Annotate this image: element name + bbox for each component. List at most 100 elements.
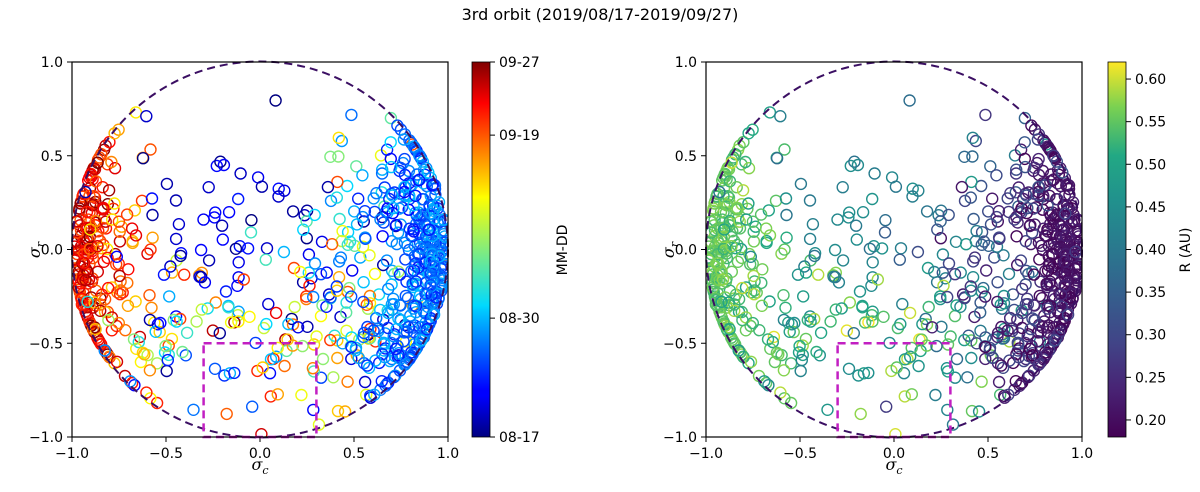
scatter-point: [409, 275, 423, 288]
scatter-point: [747, 225, 760, 238]
scatter-point: [832, 276, 846, 289]
y-tick-label: 1.0: [41, 55, 63, 71]
right-colorbar-ticks: 0.20 0.25 0.30 0.35 0.40 0.45 0.50 0.55 0.60: [1126, 72, 1166, 429]
scatter-point: [774, 109, 787, 123]
scatter-point: [306, 362, 320, 375]
scatter-point: [113, 235, 127, 248]
scatter-point: [799, 332, 813, 346]
scatter-point: [387, 298, 400, 311]
scatter-point: [173, 312, 187, 326]
scatter-point: [1008, 213, 1021, 226]
x-tick-label: 0.5: [343, 446, 365, 462]
scatter-point: [83, 223, 97, 236]
scatter-point: [991, 326, 1005, 340]
scatter-point: [83, 242, 97, 256]
scatter-point: [341, 225, 355, 239]
right-panel: −1.0 −0.5 0.0 0.5 1.0 −1.0 −0.5 0.0 0.5 1.0 σc σ…: [659, 55, 1194, 477]
scatter-point: [979, 331, 992, 344]
scatter-point: [161, 353, 175, 367]
x-tick-label: 0.5: [977, 446, 999, 462]
scatter-point: [197, 213, 210, 226]
scatter-point: [102, 184, 116, 197]
colorbar-tick-label: 0.60: [1135, 72, 1166, 88]
scatter-point: [341, 238, 354, 252]
scatter-point: [399, 289, 412, 303]
scatter-point: [241, 242, 255, 255]
scatter-point: [425, 288, 438, 302]
scatter-point: [420, 288, 434, 301]
scatter-point: [392, 349, 405, 362]
scatter-point: [844, 159, 857, 173]
scatter-point: [324, 194, 338, 208]
scatter-point: [946, 418, 960, 431]
scatter-point: [387, 292, 400, 305]
scatter-point: [97, 201, 110, 215]
scatter-point: [779, 301, 792, 314]
scatter-point: [144, 143, 157, 156]
scatter-point: [804, 315, 817, 328]
scatter-point: [202, 180, 215, 194]
scatter-point: [795, 353, 808, 367]
scatter-point: [340, 306, 353, 319]
scatter-point: [245, 213, 258, 227]
scatter-point: [229, 242, 243, 256]
scatter-point: [753, 324, 766, 337]
scatter-point: [936, 248, 950, 261]
scatter-point: [1020, 189, 1033, 202]
scatter-point: [1016, 282, 1029, 296]
scatter-point: [964, 280, 977, 293]
scatter-point: [714, 205, 728, 219]
scatter-point: [894, 317, 907, 331]
scatter-point: [732, 344, 745, 357]
scatter-point: [1060, 179, 1073, 192]
scatter-point: [382, 306, 395, 320]
scatter-point: [278, 359, 291, 373]
scatter-point: [143, 364, 157, 377]
scatter-point: [740, 213, 753, 226]
scatter-point: [286, 205, 300, 218]
scatter-point: [422, 223, 435, 237]
scatter-point: [1025, 119, 1038, 132]
scatter-point: [127, 333, 141, 346]
scatter-point: [1011, 216, 1024, 229]
scatter-point: [747, 235, 761, 248]
scatter-point: [174, 249, 187, 263]
scatter-point: [405, 264, 418, 278]
scatter-point: [722, 162, 736, 176]
scatter-point: [381, 202, 394, 215]
scatter-point: [736, 184, 750, 197]
scatter-point: [398, 236, 412, 250]
scatter-point: [763, 229, 777, 242]
scatter-point: [376, 163, 389, 176]
scatter-point: [136, 151, 150, 165]
scatter-point: [871, 273, 884, 286]
scatter-point: [195, 303, 209, 316]
scatter-point: [1071, 228, 1082, 241]
scatter-point: [112, 215, 126, 228]
scatter-point: [866, 256, 879, 269]
scatter-point: [866, 315, 879, 328]
scatter-point: [731, 201, 744, 215]
scatter-point: [428, 286, 441, 299]
scatter-point: [840, 324, 854, 337]
scatter-point: [398, 180, 411, 194]
scatter-point: [234, 167, 247, 180]
scatter-point: [972, 405, 986, 418]
scatter-point: [1028, 299, 1041, 312]
scatter-point: [398, 128, 412, 141]
scatter-point: [982, 239, 995, 253]
scatter-point: [94, 298, 107, 311]
scatter-point: [331, 175, 344, 189]
scatter-point: [706, 235, 716, 248]
scatter-point: [1061, 303, 1075, 316]
scatter-point: [91, 265, 105, 278]
scatter-point: [387, 330, 400, 343]
scatter-point: [1027, 268, 1041, 281]
scatter-point: [974, 306, 987, 319]
scatter-point: [381, 321, 395, 335]
scatter-point: [934, 231, 947, 245]
scatter-point: [980, 264, 993, 277]
scatter-point: [706, 215, 718, 228]
scatter-point: [1018, 160, 1032, 174]
scatter-point: [101, 281, 115, 295]
